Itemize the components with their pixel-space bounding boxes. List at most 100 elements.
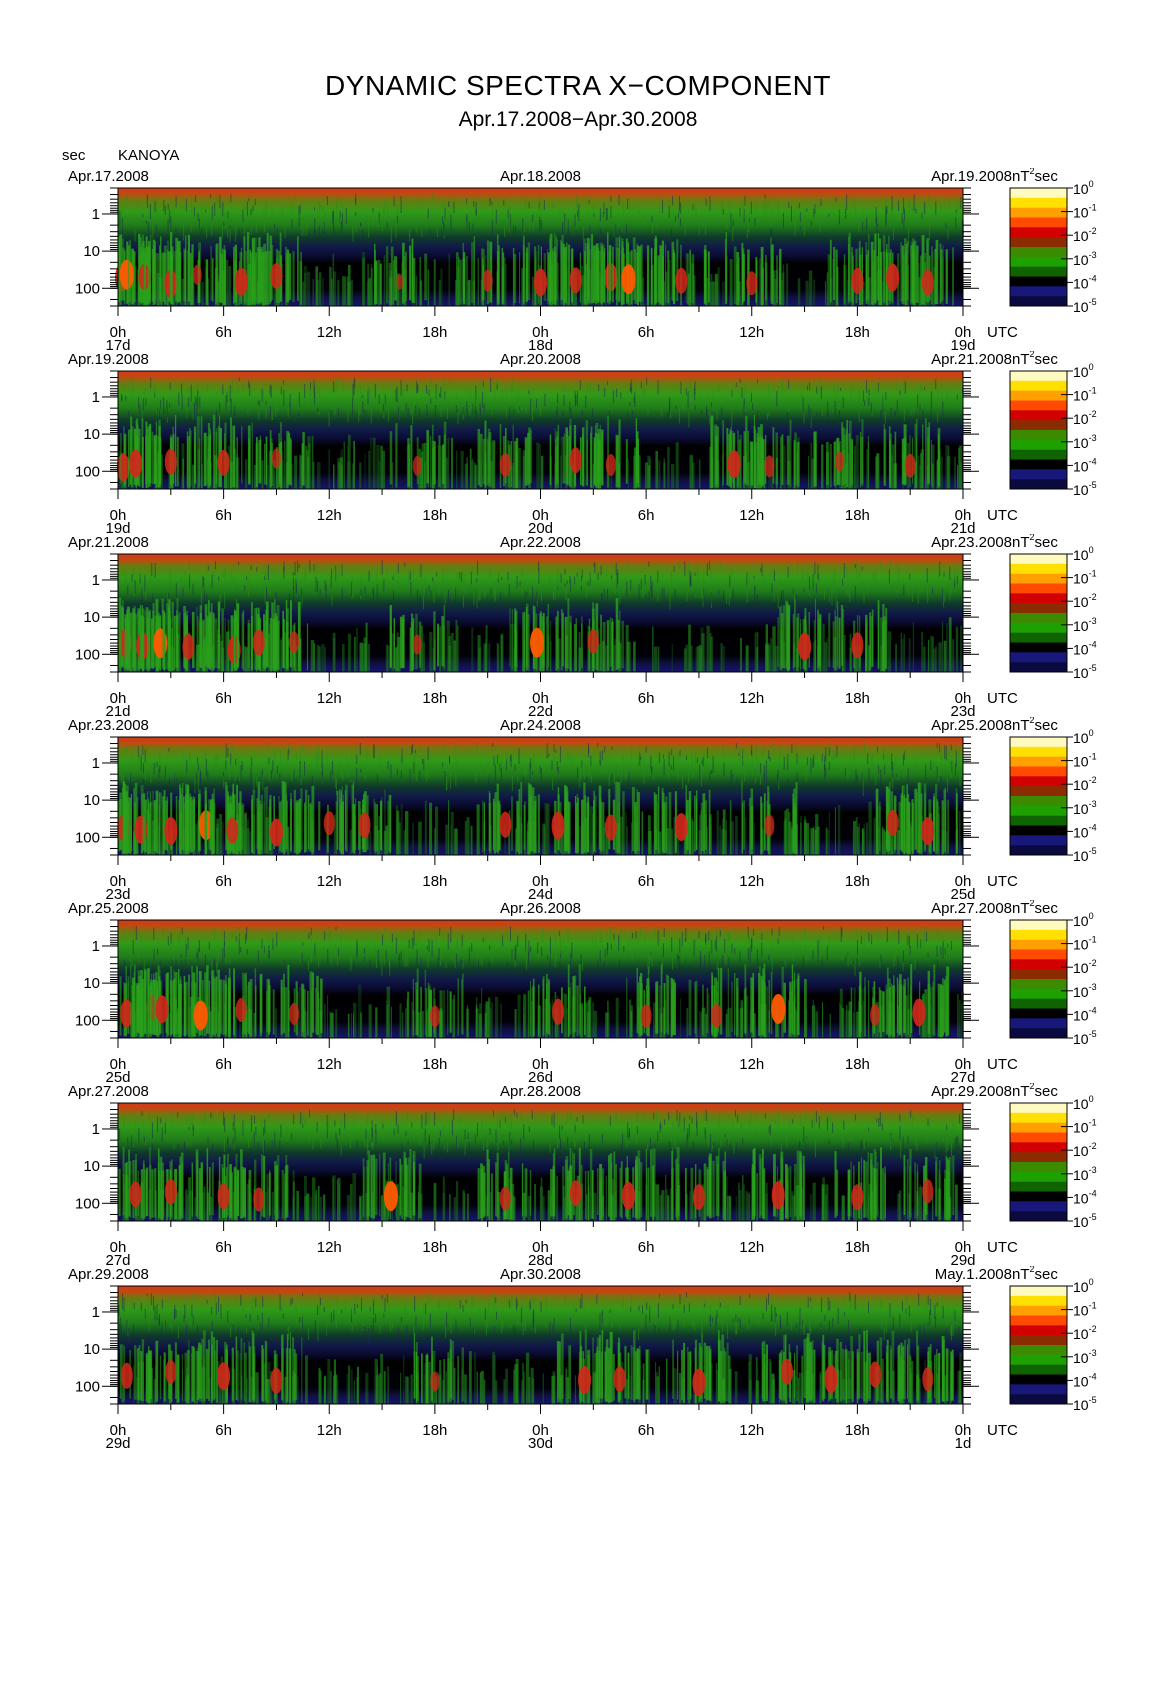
colorbar-tick-label: 10-1 (1073, 386, 1097, 404)
day-label: 18d (528, 337, 553, 351)
power-burst (922, 1367, 934, 1392)
colorbar: 100 10-1 10-2 10-3 10-4 10-5 (1009, 362, 1097, 498)
colorbar-tick-label: 10-2 (1073, 409, 1097, 427)
x-tick-label: 0h (110, 507, 127, 524)
power-burst (569, 447, 582, 474)
day-label: 19d (105, 520, 130, 534)
colorbar-tick-label: 10-5 (1073, 297, 1097, 315)
colorbar: 100 10-1 10-2 10-3 10-4 10-5 (1009, 1277, 1097, 1413)
panel-date-left: Apr.17.2008 (68, 168, 149, 185)
power-burst (578, 1366, 591, 1394)
x-tick-label: 0h (532, 507, 549, 524)
x-tick-label: 0h (955, 1422, 972, 1439)
colorbar-tick-label: 100 (1073, 362, 1094, 380)
y-tick-label: 10 (83, 1341, 100, 1358)
panel-date-left: Apr.23.2008 (68, 717, 149, 734)
y-tick-label: 10 (83, 426, 100, 443)
panel-date-mid: Apr.30.2008 (500, 1266, 581, 1283)
colorbar-tick-label: 100 (1073, 911, 1094, 929)
y-unit-label: sec (62, 147, 86, 164)
x-tick-label: 6h (638, 507, 655, 524)
day-label: 25d (105, 1069, 130, 1083)
power-burst (922, 1179, 934, 1204)
x-tick-label: 6h (638, 1422, 655, 1439)
day-label: 23d (105, 886, 130, 900)
y-tick-label: 10 (83, 609, 100, 626)
y-tick-label: 1 (92, 755, 100, 772)
colorbar: 100 10-1 10-2 10-3 10-4 10-5 (1009, 1094, 1097, 1230)
x-tick-label: 18h (845, 873, 870, 890)
power-burst (252, 629, 265, 656)
x-tick-label: 18h (845, 690, 870, 707)
day-label: 26d (528, 1069, 553, 1083)
panel-date-left: Apr.19.2008 (68, 351, 149, 368)
x-tick-label: 6h (215, 690, 232, 707)
x-tick-label: 18h (845, 1422, 870, 1439)
power-burst (781, 1358, 793, 1385)
panel-date-right: Apr.19.2008 (931, 168, 1012, 185)
figure-subtitle: Apr.17.2008−Apr.30.2008 (458, 108, 698, 131)
power-burst (134, 815, 148, 844)
colorbar-tick-label: 10-2 (1073, 592, 1097, 610)
x-tick-label: 12h (317, 1422, 342, 1439)
power-burst (764, 814, 775, 837)
power-burst (869, 1361, 881, 1388)
colorbar-tick-label: 10-3 (1073, 799, 1097, 817)
spectrogram-power (116, 377, 963, 489)
colorbar-tick-label: 10-1 (1073, 569, 1097, 587)
x-tick-label: 0h (532, 324, 549, 341)
power-burst (851, 267, 864, 294)
panel-date-left: Apr.29.2008 (68, 1266, 149, 1283)
colorbar-tick-label: 10-3 (1073, 982, 1097, 1000)
x-tick-label: 12h (317, 1056, 342, 1073)
power-burst (396, 273, 404, 290)
power-burst (269, 818, 283, 847)
power-burst (886, 809, 899, 836)
x-tick-label: 6h (638, 873, 655, 890)
power-burst (192, 264, 202, 285)
spectrum-panel: Apr.19.2008 Apr.20.2008 Apr.21.2008 nT2sec1… (68, 351, 1097, 534)
day-label: 19d (950, 337, 975, 351)
power-burst (430, 1371, 440, 1392)
power-burst (429, 1005, 440, 1028)
power-burst (164, 1178, 177, 1205)
x-tick-label: 0h (110, 690, 127, 707)
spectrogram-power (117, 743, 961, 855)
power-burst (116, 453, 130, 482)
spectrum-panel: Apr.21.2008 Apr.22.2008 Apr.23.2008 nT2sec1… (68, 534, 1097, 717)
x-tick-label: 18h (422, 873, 447, 890)
x-tick-label: 12h (739, 873, 764, 890)
day-label: 21d (950, 520, 975, 534)
power-burst (711, 1003, 722, 1028)
colorbar-tick-label: 10-4 (1073, 456, 1097, 474)
y-tick-label: 10 (83, 975, 100, 992)
colorbar-tick-label: 10-5 (1073, 1029, 1097, 1047)
power-burst (226, 817, 239, 844)
spectrum-panel: Apr.23.2008 Apr.24.2008 Apr.25.2008 nT2sec1… (68, 717, 1097, 900)
x-tick-label: 0h (532, 873, 549, 890)
panel-date-mid: Apr.24.2008 (500, 717, 581, 734)
colorbar-unit: nT2sec (1012, 1266, 1058, 1283)
x-tick-label: 18h (422, 1422, 447, 1439)
x-tick-label: 12h (739, 1056, 764, 1073)
power-burst (604, 814, 617, 841)
colorbar-tick-label: 10-1 (1073, 752, 1097, 770)
power-burst (613, 1366, 626, 1393)
colorbar-tick-label: 10-1 (1073, 935, 1097, 953)
power-burst (155, 995, 169, 1024)
x-tick-label: 6h (638, 690, 655, 707)
x-tick-label: 0h (955, 1056, 972, 1073)
power-burst (182, 633, 195, 660)
x-tick-label: 18h (422, 690, 447, 707)
colorbar-tick-label: 10-5 (1073, 663, 1097, 681)
colorbar-tick-label: 10-3 (1073, 1348, 1097, 1366)
day-label: 20d (528, 520, 553, 534)
power-burst (235, 998, 247, 1022)
power-burst (120, 1362, 133, 1389)
power-burst (675, 267, 688, 294)
y-tick-label: 100 (75, 1195, 100, 1212)
day-label: 23d (950, 703, 975, 717)
power-burst (870, 1004, 880, 1026)
y-tick-label: 100 (75, 280, 100, 297)
